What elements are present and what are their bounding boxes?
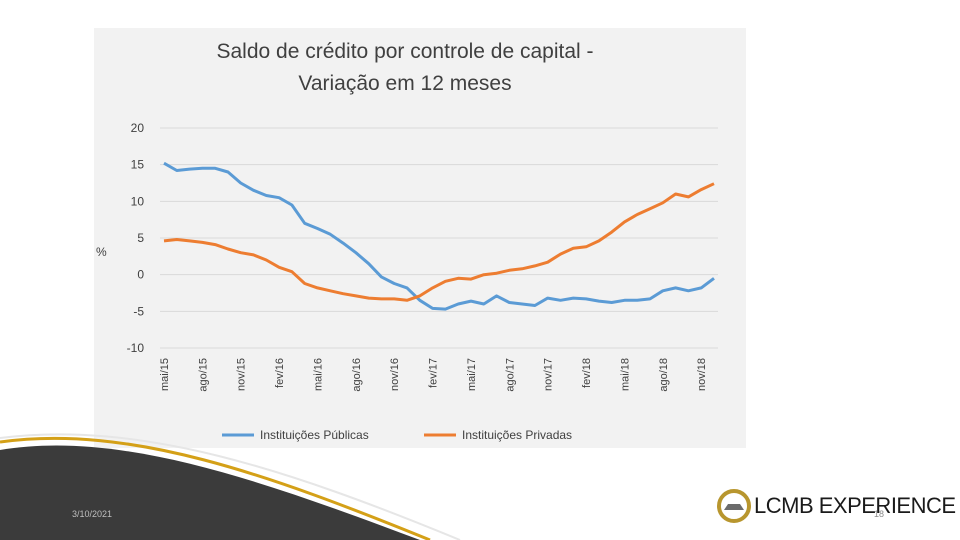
x-tick-label: nov/18 bbox=[696, 358, 708, 391]
y-tick-label: 5 bbox=[137, 231, 144, 245]
x-tick-label: ago/17 bbox=[504, 358, 516, 392]
legend-label-privadas: Instituições Privadas bbox=[462, 428, 572, 442]
y-axis-ticks: 20 15 10 5 0 -5 -10 bbox=[127, 121, 145, 355]
legend: Instituições Públicas Instituições Priva… bbox=[222, 428, 572, 442]
legend-label-publicas: Instituições Públicas bbox=[260, 428, 369, 442]
footer-accent-curve bbox=[0, 436, 431, 540]
x-tick-label: ago/16 bbox=[351, 358, 363, 392]
y-tick-label: -10 bbox=[127, 341, 145, 355]
line-chart: Saldo de crédito por controle de capital… bbox=[96, 40, 718, 442]
logo-text: LCMB EXPERIENCE bbox=[754, 493, 956, 518]
y-tick-label: -5 bbox=[133, 304, 144, 318]
x-tick-label: fev/17 bbox=[428, 358, 440, 388]
chart-panel: Saldo de crédito por controle de capital… bbox=[94, 28, 746, 448]
footer-light-curve bbox=[0, 433, 461, 540]
x-tick-label: mai/16 bbox=[312, 358, 324, 391]
slide-number: 18 bbox=[874, 509, 885, 519]
y-tick-label: 10 bbox=[131, 194, 145, 208]
y-axis-label: % bbox=[96, 245, 107, 259]
x-axis-ticks: mai/15 ago/15 nov/15 fev/16 mai/16 ago/16 nov/… bbox=[159, 358, 708, 392]
x-tick-label: nov/17 bbox=[543, 358, 555, 391]
y-tick-label: 20 bbox=[131, 121, 145, 135]
x-tick-label: nov/16 bbox=[389, 358, 401, 391]
x-tick-label: nov/15 bbox=[236, 358, 248, 391]
series-line-publicas bbox=[163, 161, 715, 311]
x-tick-label: fev/16 bbox=[274, 358, 286, 388]
x-tick-label: mai/15 bbox=[159, 358, 171, 391]
y-tick-label: 0 bbox=[137, 268, 144, 282]
series-lines bbox=[163, 161, 715, 311]
footer-date: 3/10/2021 bbox=[72, 509, 113, 519]
chart-title-line-1: Saldo de crédito por controle de capital… bbox=[216, 40, 593, 63]
series-line-privadas bbox=[163, 182, 715, 302]
footer-dark-shape bbox=[0, 445, 420, 540]
grid-lines bbox=[160, 127, 718, 349]
footer-decoration bbox=[0, 433, 461, 540]
logo: LCMB EXPERIENCE bbox=[716, 486, 956, 526]
x-tick-label: mai/18 bbox=[619, 358, 631, 391]
x-tick-label: mai/17 bbox=[466, 358, 478, 391]
y-tick-label: 15 bbox=[131, 158, 145, 172]
x-tick-label: ago/18 bbox=[658, 358, 670, 392]
x-tick-label: ago/15 bbox=[197, 358, 209, 392]
chart-title-line-2: Variação em 12 meses bbox=[298, 72, 511, 95]
x-tick-label: fev/18 bbox=[581, 358, 593, 388]
logo-emblem-icon bbox=[717, 489, 751, 523]
